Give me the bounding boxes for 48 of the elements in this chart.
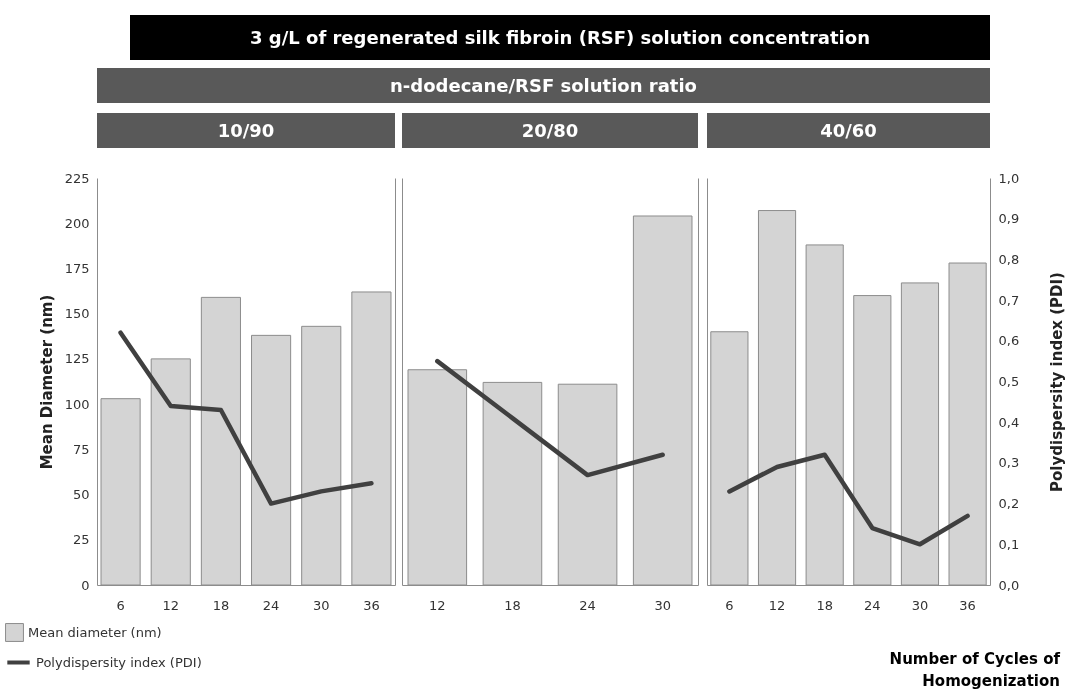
x-tick-label: 30 (654, 597, 671, 613)
y2-axis-title: Polydispersity index (PDI) (1047, 272, 1066, 492)
y2-tick-label: 0,3 (998, 455, 1020, 471)
legend-label: Polydispersity index (PDI) (36, 654, 202, 670)
y-tick-label: 175 (64, 260, 90, 276)
y2-tick-label: 0,2 (998, 496, 1020, 512)
chart-subtitle: n-dodecane/RSF solution ratio (97, 68, 990, 103)
y2-tick-label: 1,0 (998, 170, 1020, 186)
y2-tick-label: 0,1 (998, 536, 1020, 552)
y-tick-label: 200 (64, 215, 90, 231)
x-tick-label: 6 (116, 597, 125, 613)
y2-tick-label: 0,6 (998, 333, 1020, 349)
text: 40/60 (707, 113, 990, 148)
y2-tick-label: 0,8 (998, 251, 1020, 267)
x-tick-label: 12 (768, 597, 786, 613)
y-tick-label: 125 (64, 351, 90, 367)
legend-label: Mean diameter (nm) (28, 624, 162, 640)
x-tick-label: 36 (363, 597, 380, 613)
text: 10/90 (97, 113, 395, 148)
y2-tick-label: 0,9 (998, 211, 1020, 227)
x-tick-label: 18 (504, 597, 521, 613)
y-tick-label: 50 (72, 487, 90, 503)
y2-tick-label: 0,5 (998, 374, 1020, 389)
x-tick-label: 18 (816, 597, 833, 613)
y2-tick-label: 0,0 (998, 577, 1020, 593)
y2-tick-label: 0,7 (998, 292, 1020, 308)
x-tick-label: 24 (864, 597, 881, 613)
y-tick-label: 0 (81, 577, 90, 593)
y2-tick-label: 0,4 (998, 414, 1020, 430)
y-tick-label: 75 (72, 441, 90, 457)
x-tick-label: 30 (312, 597, 330, 613)
x-tick-label: 24 (262, 597, 280, 613)
y-tick-label: 25 (72, 532, 90, 548)
x-tick-label: 18 (212, 597, 230, 613)
x-tick-label: 12 (162, 597, 180, 613)
x-tick-label: 36 (959, 597, 976, 613)
y-tick-label: 100 (64, 396, 90, 412)
x-axis-title: Number of Cycles of Homogenization (888, 649, 1060, 692)
y-tick-label: 225 (64, 170, 90, 186)
y-tick-label: 150 (64, 306, 90, 322)
text: 3 g/L of regenerated silk fibroin (RSF) solution concentration (130, 15, 990, 60)
text: 20/80 (402, 113, 698, 148)
x-tick-label: 12 (429, 597, 446, 613)
line-series (727, 452, 970, 547)
x-tick-label: 24 (579, 597, 596, 613)
x-tick-label: 6 (725, 597, 734, 613)
y-axis-title: Mean Diameter (nm) (37, 294, 56, 470)
x-tick-label: 30 (911, 597, 929, 613)
